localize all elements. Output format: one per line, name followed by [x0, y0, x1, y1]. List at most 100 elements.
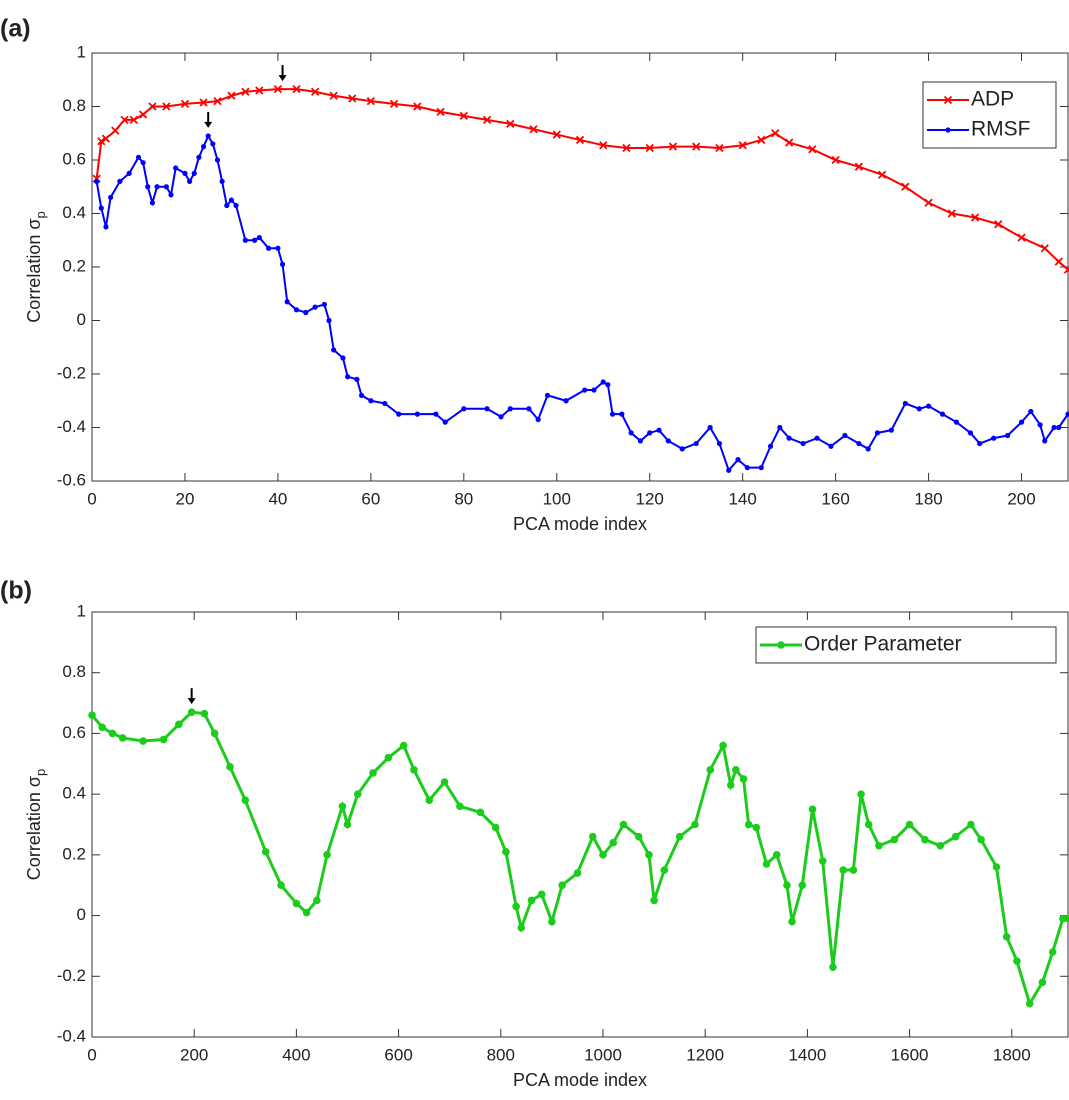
marker — [800, 441, 805, 446]
marker — [601, 379, 606, 384]
marker — [108, 195, 113, 200]
marker — [359, 393, 364, 398]
marker — [103, 224, 108, 229]
marker — [967, 821, 975, 829]
marker — [952, 833, 960, 841]
marker — [574, 869, 582, 877]
x-tick-label: 200 — [1007, 489, 1035, 508]
y-tick-label: -0.4 — [57, 417, 86, 436]
marker — [740, 775, 748, 783]
marker — [188, 708, 196, 716]
marker — [1056, 425, 1061, 430]
marker — [196, 155, 201, 160]
y-axis-label-text: Correlation σ — [24, 776, 44, 880]
marker — [691, 821, 699, 829]
marker — [312, 305, 317, 310]
y-tick-label: 0.6 — [62, 723, 86, 742]
marker — [850, 866, 858, 874]
y-tick-label: 0.8 — [62, 96, 86, 115]
marker — [326, 318, 331, 323]
y-tick-label: 0.6 — [62, 149, 86, 168]
marker — [119, 734, 127, 742]
marker — [150, 200, 155, 205]
x-tick-label: 100 — [543, 489, 571, 508]
marker — [461, 406, 466, 411]
y-tick-label: 0.2 — [62, 256, 86, 275]
x-tick-label: 80 — [454, 489, 473, 508]
marker — [629, 430, 634, 435]
marker — [777, 641, 785, 649]
marker — [1018, 234, 1025, 241]
marker — [294, 307, 299, 312]
marker — [492, 824, 500, 832]
marker — [226, 763, 234, 771]
marker — [536, 417, 541, 422]
panel-label: (a) — [0, 15, 31, 43]
marker — [773, 851, 781, 859]
marker — [719, 742, 727, 750]
x-tick-label: 1600 — [891, 1045, 929, 1064]
marker — [717, 441, 722, 446]
marker — [433, 412, 438, 417]
marker — [1003, 933, 1011, 941]
marker — [410, 766, 418, 774]
marker — [814, 436, 819, 441]
marker — [354, 377, 359, 382]
x-tick-label: 800 — [487, 1045, 515, 1064]
marker — [140, 111, 147, 118]
marker — [441, 778, 449, 786]
marker — [954, 420, 959, 425]
x-tick-label: 40 — [268, 489, 287, 508]
marker — [173, 165, 178, 170]
marker — [857, 790, 865, 798]
marker — [99, 206, 104, 211]
marker — [303, 310, 308, 315]
marker — [609, 839, 617, 847]
x-tick-label: 140 — [728, 489, 756, 508]
marker — [809, 806, 817, 814]
legend-label: RMSF — [971, 118, 1031, 141]
marker — [940, 412, 945, 417]
marker — [968, 430, 973, 435]
marker — [369, 769, 377, 777]
marker — [528, 897, 536, 905]
marker — [798, 881, 806, 889]
marker — [201, 710, 209, 718]
marker — [694, 441, 699, 446]
marker — [243, 238, 248, 243]
marker — [354, 790, 362, 798]
x-tick-label: 120 — [636, 489, 664, 508]
marker — [331, 347, 336, 352]
marker — [763, 860, 771, 868]
legend-label: Order Parameter — [804, 633, 962, 656]
marker — [508, 406, 513, 411]
x-tick-label: 1200 — [686, 1045, 724, 1064]
y-tick-label: 0.8 — [62, 662, 86, 681]
marker — [759, 465, 764, 470]
marker — [229, 198, 234, 203]
marker — [545, 393, 550, 398]
y-tick-label: 0.4 — [62, 784, 86, 803]
marker — [1038, 422, 1043, 427]
x-tick-label: 600 — [384, 1045, 412, 1064]
marker — [902, 183, 909, 190]
marker — [829, 963, 837, 971]
marker — [241, 796, 249, 804]
marker — [865, 821, 873, 829]
marker — [211, 730, 219, 738]
x-tick-label: 1000 — [584, 1045, 622, 1064]
marker — [819, 857, 827, 865]
marker — [635, 833, 643, 841]
marker — [285, 299, 290, 304]
marker — [1005, 433, 1010, 438]
marker — [680, 446, 685, 451]
marker — [109, 730, 117, 738]
marker — [745, 465, 750, 470]
marker — [1039, 979, 1047, 987]
panel-label: (b) — [0, 577, 32, 605]
marker — [145, 184, 150, 189]
x-tick-label: 180 — [914, 489, 942, 508]
marker — [866, 446, 871, 451]
y-tick-label: 0 — [77, 905, 86, 924]
marker — [875, 430, 880, 435]
